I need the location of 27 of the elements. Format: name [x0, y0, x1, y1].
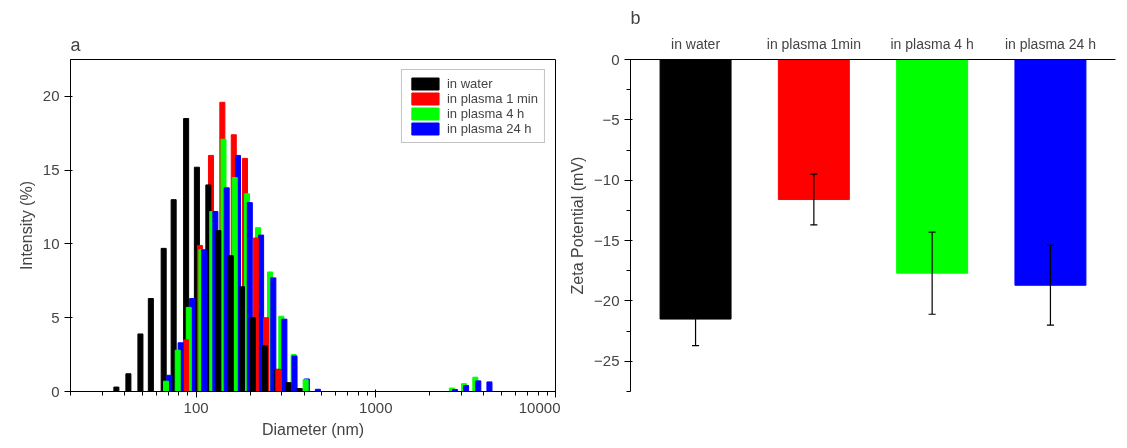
y-tick-label: −5 — [602, 110, 620, 128]
y-axis-title: Intensity (%) — [17, 181, 35, 270]
y-tick-label: 15 — [42, 161, 60, 179]
x-tick-label: 100 — [183, 398, 209, 416]
legend-label: in plasma 4 h — [446, 106, 525, 121]
y-axis-title: Zeta Potential (mV) — [569, 156, 587, 295]
x-tick-label: in plasma 4 h — [890, 35, 974, 52]
x-tick-label: 10000 — [518, 398, 561, 416]
y-tick-label: 0 — [611, 50, 620, 68]
y-tick-label: 0 — [51, 382, 60, 400]
y-tick-label: 5 — [51, 308, 60, 326]
y-tick-label: −15 — [594, 231, 620, 249]
y-tick-label: 20 — [42, 87, 60, 105]
x-tick-label: in plasma 1min — [766, 35, 861, 52]
chart-title: a — [70, 34, 82, 55]
y-tick-label: −10 — [594, 171, 620, 189]
legend-label: in plasma 24 h — [446, 121, 532, 136]
x-tick-label: 1000 — [359, 398, 393, 416]
y-tick-label: 10 — [42, 234, 60, 252]
legend-label: in water — [446, 76, 493, 91]
y-tick-label: −20 — [594, 291, 620, 309]
x-axis-title: Diameter (nm) — [261, 420, 365, 438]
x-tick-label: in plasma 24 h — [1004, 35, 1096, 52]
chart-title: b — [630, 7, 641, 28]
y-tick-label: −25 — [594, 352, 620, 370]
x-tick-label: in water — [671, 35, 721, 52]
legend-label: in plasma 1 min — [446, 91, 538, 106]
